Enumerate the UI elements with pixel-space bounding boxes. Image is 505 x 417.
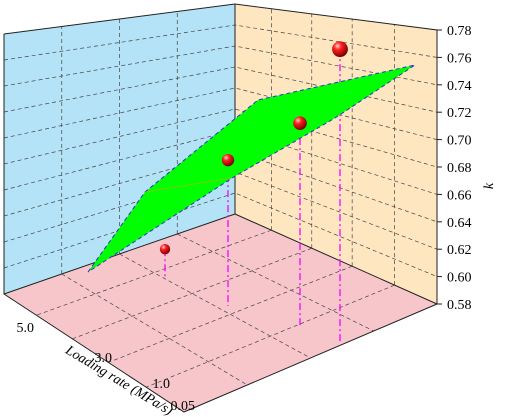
k-tick-label: 0.64 <box>447 216 472 231</box>
k-axis-ticks: 0.58 0.60 0.62 0.64 0.66 0.68 0.70 0.72 0.74 0.76… <box>437 24 472 313</box>
grid-line <box>3 192 438 277</box>
data-points <box>159 41 348 255</box>
fit-surface <box>88 65 415 272</box>
fit-surface-crease <box>144 177 233 193</box>
k-tick-label: 0.58 <box>447 298 472 313</box>
k-tick-label: 0.60 <box>447 271 472 286</box>
data-point <box>293 116 307 130</box>
floor <box>4 214 437 412</box>
loading-rate-tick-label: 0.05 <box>171 399 196 414</box>
k-tick-label: 0.68 <box>447 161 472 176</box>
grid-line <box>177 233 374 332</box>
k-tick-label: 0.70 <box>447 134 472 149</box>
k-tick-label: 0.78 <box>447 24 472 39</box>
data-point <box>159 244 171 255</box>
k-tick-label: 0.66 <box>447 188 472 203</box>
k-tick-label: 0.74 <box>447 79 472 94</box>
k-axis-title: k <box>482 182 497 189</box>
loading-rate-tick-label: 3.0 <box>95 351 113 366</box>
grid-line <box>72 247 312 340</box>
k-tick-label: 0.62 <box>447 243 472 258</box>
grid-line <box>3 87 438 140</box>
data-point <box>221 153 235 167</box>
grid-line <box>108 265 353 363</box>
loading-rate-tick-label: 1.0 <box>153 377 171 392</box>
loading-rate-axis-ticks: 5.0 3.0 1.00.05 <box>17 321 196 414</box>
k-tick-label: 0.72 <box>447 106 472 121</box>
grid-line <box>61 273 248 386</box>
grid-lines <box>3 8 438 388</box>
k-tick-label: 0.76 <box>447 51 472 66</box>
grid-line <box>119 253 311 359</box>
loading-rate-tick-label: 5.0 <box>17 321 35 336</box>
grid-line <box>3 108 438 168</box>
grid-line <box>3 66 438 113</box>
data-point <box>332 41 348 58</box>
